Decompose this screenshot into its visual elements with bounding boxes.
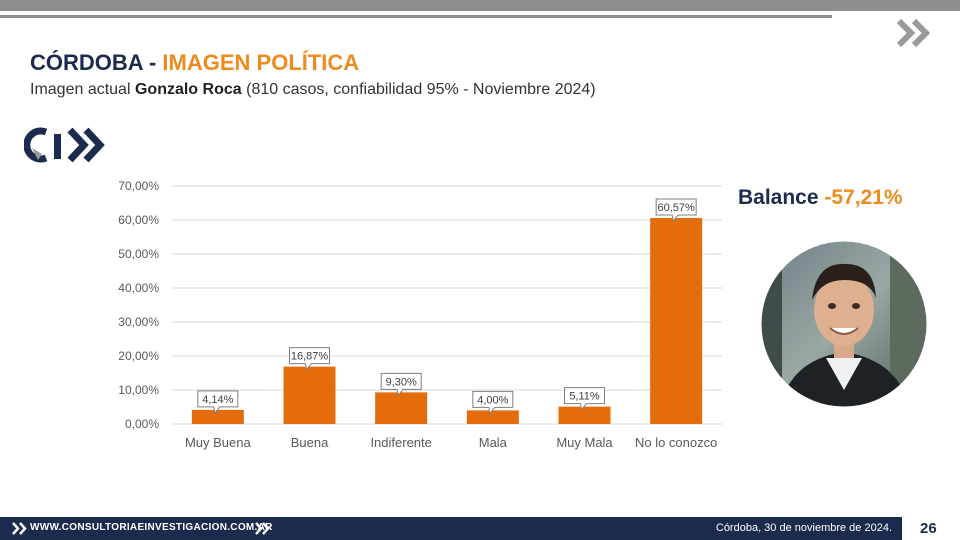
top-gray-line [0,15,832,18]
data-label: 60,57% [658,202,696,214]
bar [558,406,611,424]
data-label: 9,30% [386,376,417,388]
ci-logo-icon: Ci [24,127,105,163]
bar [375,392,428,424]
top-gray-bar [0,0,960,11]
data-label-callout [472,390,514,415]
data-label-callout [289,347,330,371]
y-tick-label: 10,00% [118,383,159,397]
x-category-label: Buena [291,435,329,450]
bar [650,218,703,424]
page-title: CÓRDOBA - IMAGEN POLÍTICA [30,50,359,76]
bar [191,409,244,424]
data-label: 5,11% [569,391,600,403]
footer-bar: WWW.CONSULTORIAEINVESTIGACION.COM.AR Cór… [0,517,960,540]
y-tick-label: 60,00% [118,213,159,227]
x-category-label: Mala [479,435,508,450]
balance-text: Balance -57,21% [738,186,903,210]
candidate-photo [760,240,928,408]
title-main: CÓRDOBA - [30,50,157,75]
bar [283,366,336,424]
y-tick-label: 30,00% [118,315,159,329]
website-link[interactable]: WWW.CONSULTORIAEINVESTIGACION.COM.AR [30,522,273,533]
data-label-callout [655,198,697,223]
double-chevron-icon [896,18,931,48]
chevron-right-icon [12,522,27,535]
page-number-box [902,517,960,540]
footer-date: Córdoba, 30 de noviembre de 2024. [715,522,892,534]
page-subtitle: Imagen actual Gonzalo Roca (810 casos, c… [30,81,596,99]
subtitle-prefix: Imagen actual [30,81,131,98]
y-tick-label: 70,00% [118,179,159,193]
page-number: 26 [920,520,937,537]
x-category-label: Muy Buena [185,435,252,450]
y-tick-label: 50,00% [118,247,159,261]
subtitle-suffix: (810 casos, confiabilidad 95% - Noviembr… [246,81,596,98]
data-label-callout [380,372,422,397]
y-tick-label: 0,00% [125,417,159,431]
balance-label: Balance [738,186,819,209]
x-category-label: Muy Mala [556,435,613,450]
y-tick-label: 40,00% [118,281,159,295]
subtitle-name: Gonzalo Roca [134,81,242,98]
balance-value: -57,21% [824,186,903,209]
y-tick-label: 20,00% [118,349,159,363]
x-category-label: Indiferente [370,435,431,450]
data-label-callout [564,387,605,411]
data-label: 4,14% [202,394,233,406]
data-label-callout [197,390,239,415]
data-label: 4,00% [477,394,508,406]
x-category-label: No lo conozco [635,435,717,450]
title-accent: IMAGEN POLÍTICA [162,50,360,75]
data-label: 16,87% [291,351,329,363]
bar [466,410,519,424]
chevron-right-icon [255,522,270,535]
